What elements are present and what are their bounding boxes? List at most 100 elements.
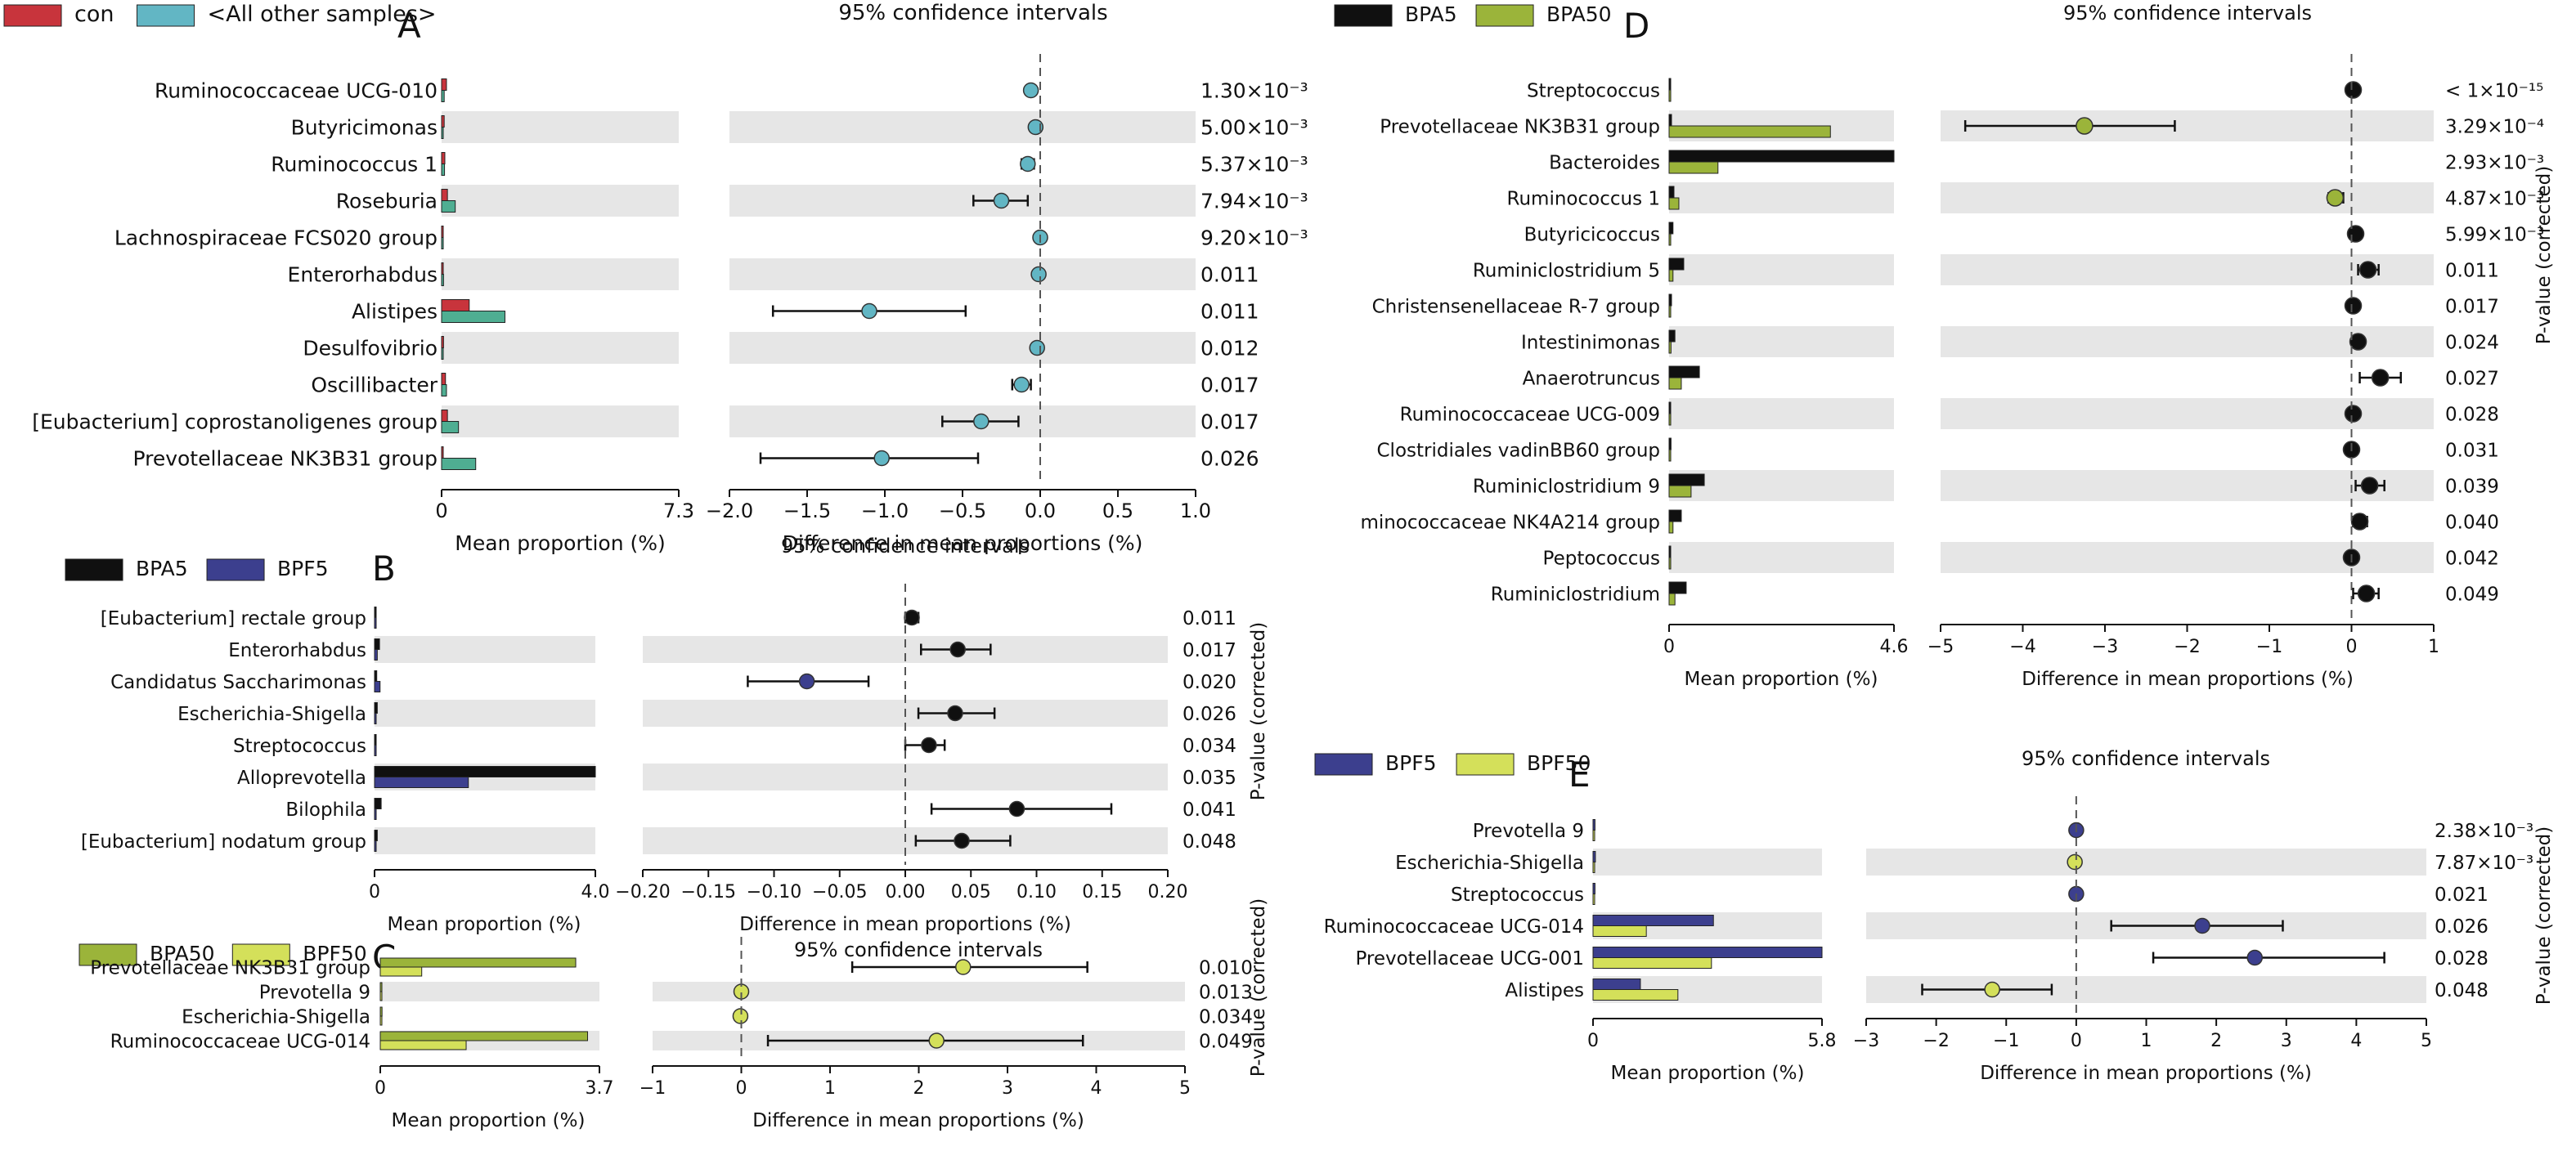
difference-point — [2326, 189, 2345, 207]
diff-tick-label: 1 — [2428, 637, 2439, 657]
legend-label: con — [74, 2, 114, 27]
mean-proportion-bar — [374, 713, 377, 724]
feature-label: Streptococcus — [1451, 885, 1584, 906]
row-stripe — [442, 332, 679, 364]
difference-point — [2344, 405, 2363, 423]
feature-label: Escherichia-Shigella — [177, 704, 366, 725]
mean-tick-label: 0 — [1663, 637, 1675, 657]
mean-proportion-bar — [1668, 197, 1680, 210]
p-value-axis-title: P-value (corrected) — [1248, 898, 1269, 1077]
p-value-label: 2.38×10⁻³ — [2435, 821, 2533, 842]
mean-proportion-bar — [1668, 593, 1676, 606]
legend-label: BPF50 — [303, 942, 366, 965]
p-value-label: 0.011 — [1200, 300, 1259, 324]
p-value-label: 0.021 — [2435, 885, 2488, 906]
diff-tick-label: −1 — [1993, 1031, 2019, 1051]
mean-proportion-bar — [1668, 413, 1672, 426]
feature-label: Escherichia-Shigella — [1395, 853, 1584, 874]
row-stripe — [729, 185, 1196, 217]
panel-d: BPA5 BPA50 D 95% confidence intervals Strept… — [1334, 2, 2555, 690]
difference-point — [921, 737, 937, 754]
feature-label: Ruminiclostridium 9 — [1473, 476, 1660, 497]
feature-label: Prevotellaceae NK3B31 group — [132, 447, 438, 471]
mean-proportion-bar — [1668, 341, 1672, 354]
mean-axis-title: Mean proportion (%) — [455, 531, 666, 555]
mean-proportion-bar — [379, 1006, 383, 1017]
diff-tick-label: 2 — [913, 1078, 925, 1099]
mean-proportion-bar — [1592, 957, 1712, 969]
row-stripe — [1866, 849, 2426, 876]
row-stripe — [1669, 398, 1894, 429]
row-stripe — [1669, 326, 1894, 357]
mean-proportion-bar — [1668, 581, 1687, 594]
mean-tick-label: 5.8 — [1808, 1031, 1837, 1051]
feature-label: Prevotellaceae NK3B31 group — [1380, 116, 1660, 137]
diff-tick-label: 4 — [1091, 1078, 1102, 1099]
panel-letter: A — [397, 6, 421, 46]
difference-point — [1013, 376, 1030, 393]
difference-point — [1027, 119, 1044, 136]
row-stripe — [729, 258, 1196, 290]
difference-point — [1984, 981, 2000, 998]
mean-proportion-bar — [1592, 989, 1679, 1001]
mean-axis-title: Mean proportion (%) — [388, 914, 581, 935]
diff-tick-label: 0 — [2071, 1031, 2082, 1051]
diff-tick-label: 3 — [1002, 1078, 1013, 1099]
p-value-label: 0.040 — [2445, 512, 2499, 533]
row-stripe — [375, 827, 595, 854]
feature-label: Enterorhabdus — [288, 263, 438, 287]
p-value-label: 0.031 — [2445, 440, 2499, 461]
feature-label: Roseburia — [336, 190, 438, 213]
difference-point — [1022, 82, 1039, 99]
mean-proportion-bar — [441, 237, 444, 249]
row-stripe — [729, 332, 1196, 364]
p-value-label: 0.041 — [1183, 799, 1236, 821]
feature-label: Ruminiclostridium 5 — [1473, 260, 1660, 281]
difference-point — [2357, 584, 2376, 602]
p-value-label: 5.00×10⁻³ — [1200, 116, 1308, 140]
difference-point — [2246, 949, 2263, 966]
mean-proportion-bar — [441, 274, 444, 286]
p-value-axis-title: P-value (corrected) — [2533, 166, 2555, 344]
mean-proportion-bar — [1592, 893, 1595, 905]
legend-swatch — [137, 4, 195, 27]
mean-proportion-bar — [379, 957, 577, 968]
row-stripe — [380, 982, 599, 1001]
p-value-label: 0.034 — [1183, 736, 1236, 757]
p-value-label: 0.011 — [1200, 263, 1259, 287]
diff-tick-label: 0.5 — [1102, 499, 1133, 522]
panel-a: con <All other samples>A 95% confidence in… — [3, 1, 1308, 555]
mean-proportion-bar — [441, 163, 446, 176]
legend-swatch — [65, 558, 123, 581]
ci-title: 95% confidence intervals — [781, 535, 1030, 558]
feature-label: [Eubacterium] nodatum group — [81, 831, 366, 853]
ci-title: 95% confidence intervals — [2022, 747, 2270, 770]
diff-tick-label: −1.5 — [783, 499, 831, 522]
mean-proportion-bar — [374, 840, 377, 852]
feature-label: Ruminococcus 1 — [1507, 188, 1660, 209]
panel-letter: E — [1568, 755, 1591, 795]
feature-label: Ruminococcus 1 — [271, 153, 438, 177]
diff-tick-label: 5 — [2421, 1031, 2432, 1051]
p-value-label: 0.024 — [2445, 332, 2499, 353]
mean-proportion-bar — [1668, 89, 1672, 102]
feature-label: Desulfovibrio — [303, 337, 438, 361]
row-stripe — [442, 405, 679, 437]
feature-label: Bacteroides — [1549, 152, 1660, 173]
legend-swatch — [1456, 753, 1515, 776]
difference-point — [1029, 339, 1045, 356]
difference-point — [928, 1032, 945, 1049]
mean-proportion-bar — [379, 982, 383, 992]
feature-label: Escherichia-Shigella — [182, 1006, 370, 1028]
diff-tick-label: −2 — [2174, 637, 2200, 657]
mean-proportion-bar — [441, 152, 446, 164]
mean-proportion-bar — [441, 311, 505, 323]
difference-point — [2358, 261, 2377, 279]
p-value-label: 0.017 — [1200, 410, 1259, 434]
mean-proportion-bar — [441, 90, 445, 102]
diff-axis-title: Difference in mean proportions (%) — [2022, 669, 2354, 690]
mean-proportion-bar — [1668, 401, 1672, 414]
legend-label: <All other samples> — [208, 2, 437, 27]
